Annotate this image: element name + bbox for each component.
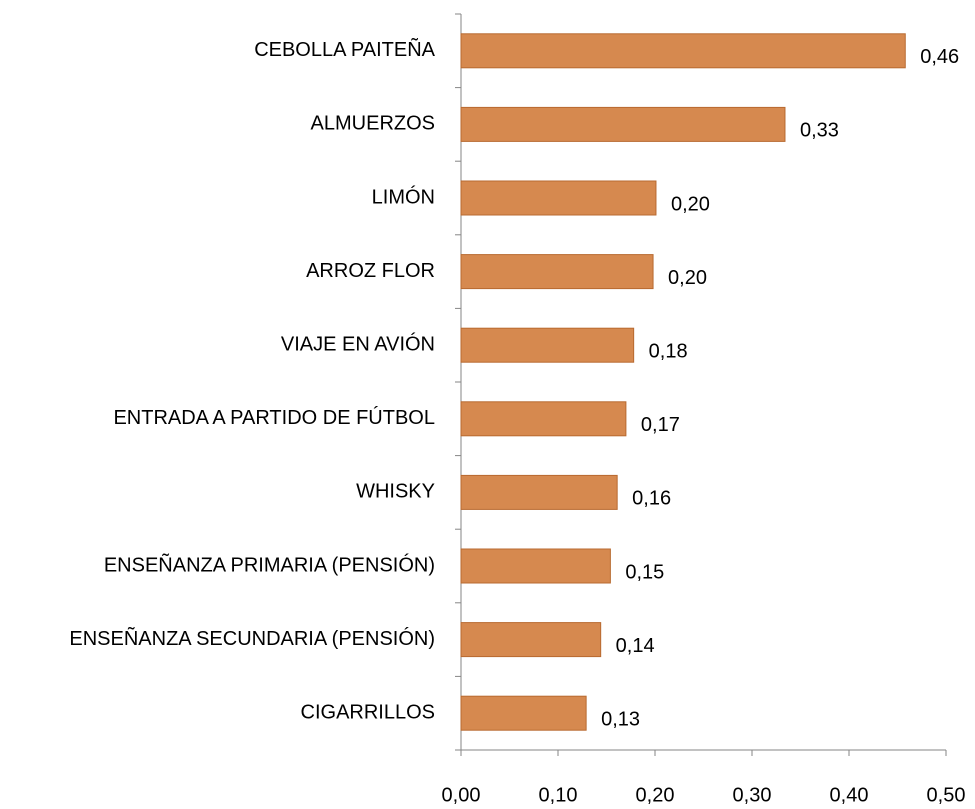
bar	[460, 695, 587, 731]
y-tick-label: CEBOLLA PAITEÑA	[254, 37, 435, 61]
value-label: 0,46	[920, 46, 959, 68]
x-tick-label: 0,00	[442, 784, 481, 806]
x-tick-label: 0,20	[636, 784, 675, 806]
value-label: 0,13	[601, 708, 640, 730]
y-tick-label: ENTRADA A PARTIDO DE FÚTBOL	[113, 406, 435, 429]
x-tick-label: 0,30	[733, 784, 772, 806]
bar	[460, 548, 611, 584]
x-tick-label: 0,10	[539, 784, 578, 806]
bar	[460, 622, 602, 658]
y-tick-label: CIGARRILLOS	[301, 701, 435, 723]
value-label: 0,18	[649, 340, 688, 362]
y-tick-label: ENSEÑANZA PRIMARIA (PENSIÓN)	[104, 552, 435, 576]
y-tick-label: VIAJE EN AVIÓN	[281, 332, 435, 355]
value-label: 0,20	[671, 193, 710, 215]
y-tick-label: LIMÓN	[372, 185, 435, 208]
bar	[460, 180, 657, 216]
value-label: 0,16	[632, 488, 671, 510]
bar	[460, 106, 786, 142]
x-tick-label: 0,40	[830, 784, 869, 806]
bar	[460, 33, 906, 69]
y-tick-label: ENSEÑANZA SECUNDARIA (PENSIÓN)	[69, 626, 435, 650]
value-label: 0,14	[616, 635, 655, 657]
value-label: 0,33	[800, 120, 839, 142]
value-label: 0,20	[668, 267, 707, 289]
value-label: 0,15	[625, 561, 664, 583]
y-tick-label: WHISKY	[356, 481, 435, 503]
x-tick-label: 0,50	[927, 784, 966, 806]
y-tick-label: ARROZ FLOR	[306, 260, 435, 282]
value-label: 0,17	[641, 414, 680, 436]
bar	[460, 327, 635, 363]
bar	[460, 254, 654, 290]
y-tick-label: ALMUERZOS	[311, 113, 435, 135]
bar	[460, 474, 618, 510]
bar	[460, 401, 627, 437]
